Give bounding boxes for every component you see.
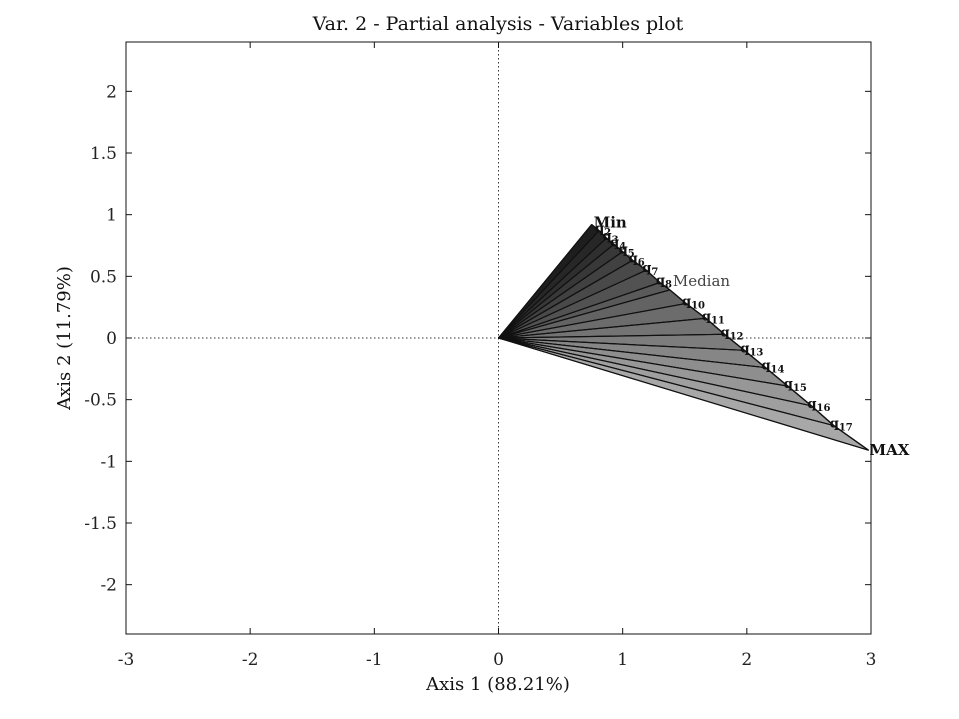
point-label-q8: q8 bbox=[656, 274, 672, 291]
point-label-q17: q17 bbox=[830, 417, 853, 434]
y-tick-label: 0 bbox=[106, 329, 117, 349]
point-label-q3: q3 bbox=[603, 229, 619, 246]
y-tick-label: 2 bbox=[106, 82, 117, 102]
x-tick-label: -2 bbox=[242, 650, 259, 670]
ray-q13 bbox=[498, 337, 745, 351]
ray-q11 bbox=[498, 317, 706, 339]
point-label-q16: q16 bbox=[807, 397, 830, 414]
ray-q8 bbox=[498, 281, 661, 339]
point-label-q13: q13 bbox=[740, 341, 763, 358]
ray-q6 bbox=[498, 259, 633, 339]
axis-ticks: -3 -2 -1 0 1 2 3 2 1.5 1 0.5 0 -0.5 -1 -1.5 -2 bbox=[84, 42, 876, 670]
point-label-q2: q2 bbox=[595, 222, 611, 239]
ray-q17 bbox=[498, 337, 834, 427]
point-label-q4: q4 bbox=[610, 235, 626, 252]
ray-q4 bbox=[498, 243, 615, 339]
point-label-q7: q7 bbox=[642, 261, 658, 278]
x-tick-label: 1 bbox=[617, 650, 628, 670]
chart-title: Var. 2 - Partial analysis - Variables pl… bbox=[312, 13, 684, 35]
point-label-q14: q14 bbox=[761, 359, 784, 376]
ray-q2 bbox=[498, 230, 600, 339]
y-tick-label: 1 bbox=[106, 206, 117, 226]
y-tick-label: -1 bbox=[100, 452, 117, 472]
quantile-envelope bbox=[591, 223, 869, 451]
x-tick-label: 0 bbox=[493, 650, 504, 670]
point-label-median: Median bbox=[673, 272, 731, 290]
ray-max bbox=[498, 337, 869, 451]
point-label-q11: q11 bbox=[702, 309, 725, 326]
x-tick-label: 3 bbox=[866, 650, 877, 670]
ray-q14 bbox=[498, 337, 766, 369]
point-label-q6: q6 bbox=[629, 251, 645, 268]
point-label-q15: q15 bbox=[784, 377, 807, 394]
point-label-max: MAX bbox=[870, 441, 910, 459]
ray-q3 bbox=[498, 237, 607, 339]
y-tick-label: -2 bbox=[100, 576, 117, 596]
x-tick-label: -3 bbox=[118, 650, 135, 670]
y-tick-label: -1.5 bbox=[84, 514, 117, 534]
point-label-min: Min bbox=[594, 214, 627, 232]
ray-q12 bbox=[498, 333, 725, 339]
y-tick-label: 1.5 bbox=[90, 144, 117, 164]
ray-q5 bbox=[498, 251, 624, 339]
ray-min bbox=[498, 224, 593, 339]
y-tick-label: 0.5 bbox=[90, 267, 117, 287]
ray-q7 bbox=[498, 269, 647, 339]
point-label-q10: q10 bbox=[682, 294, 705, 311]
x-axis-title: Axis 1 (88.21%) bbox=[425, 674, 570, 695]
ray-q15 bbox=[498, 337, 788, 387]
y-tick-label: -0.5 bbox=[84, 391, 117, 411]
point-label-q5: q5 bbox=[619, 243, 635, 260]
ray-median bbox=[498, 289, 671, 339]
x-tick-label: 2 bbox=[741, 650, 752, 670]
ray-q10 bbox=[498, 302, 687, 339]
x-tick-label: -1 bbox=[366, 650, 383, 670]
point-label-q12: q12 bbox=[720, 325, 743, 342]
ray-q16 bbox=[498, 337, 812, 407]
y-axis-title: Axis 2 (11.79%) bbox=[54, 266, 75, 411]
